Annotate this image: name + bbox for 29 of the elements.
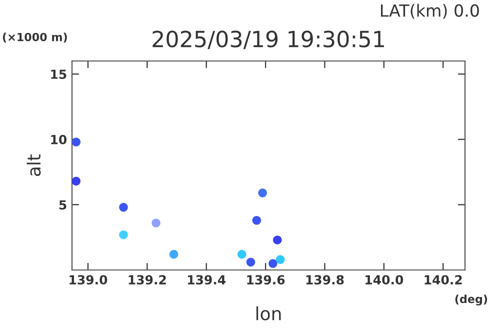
x-tick-label: 139.2	[128, 275, 166, 285]
point	[276, 255, 285, 264]
point	[72, 176, 81, 186]
point	[258, 188, 267, 198]
y-tick-label: 15	[51, 70, 66, 79]
x-tick-label: 139.4	[188, 275, 226, 285]
x-axis-title: lon	[256, 306, 281, 320]
point	[252, 216, 262, 225]
x-tick-label: 140.0	[366, 275, 404, 285]
text: LAT(km) 0.0	[380, 4, 479, 19]
point	[72, 138, 81, 146]
point	[246, 258, 256, 267]
point	[272, 236, 282, 244]
y-tick-label: 10	[51, 134, 67, 144]
y-axis-title: alt	[26, 154, 41, 176]
text: (×1000 m)	[2, 32, 67, 43]
point	[119, 202, 128, 212]
point	[119, 230, 128, 240]
text: (deg)	[455, 294, 488, 306]
point	[152, 218, 160, 228]
point	[237, 250, 246, 259]
x-tick-label: 139.0	[70, 275, 108, 285]
y-tick-label: 5	[59, 200, 66, 210]
x-tick-label: 140.2	[424, 275, 462, 285]
x-tick-label: 139.8	[306, 275, 344, 285]
x-tick-label: 139.6	[247, 275, 285, 285]
chart-title: 2025/03/19 19:30:51	[152, 30, 384, 50]
point	[169, 250, 178, 259]
point	[268, 259, 278, 268]
